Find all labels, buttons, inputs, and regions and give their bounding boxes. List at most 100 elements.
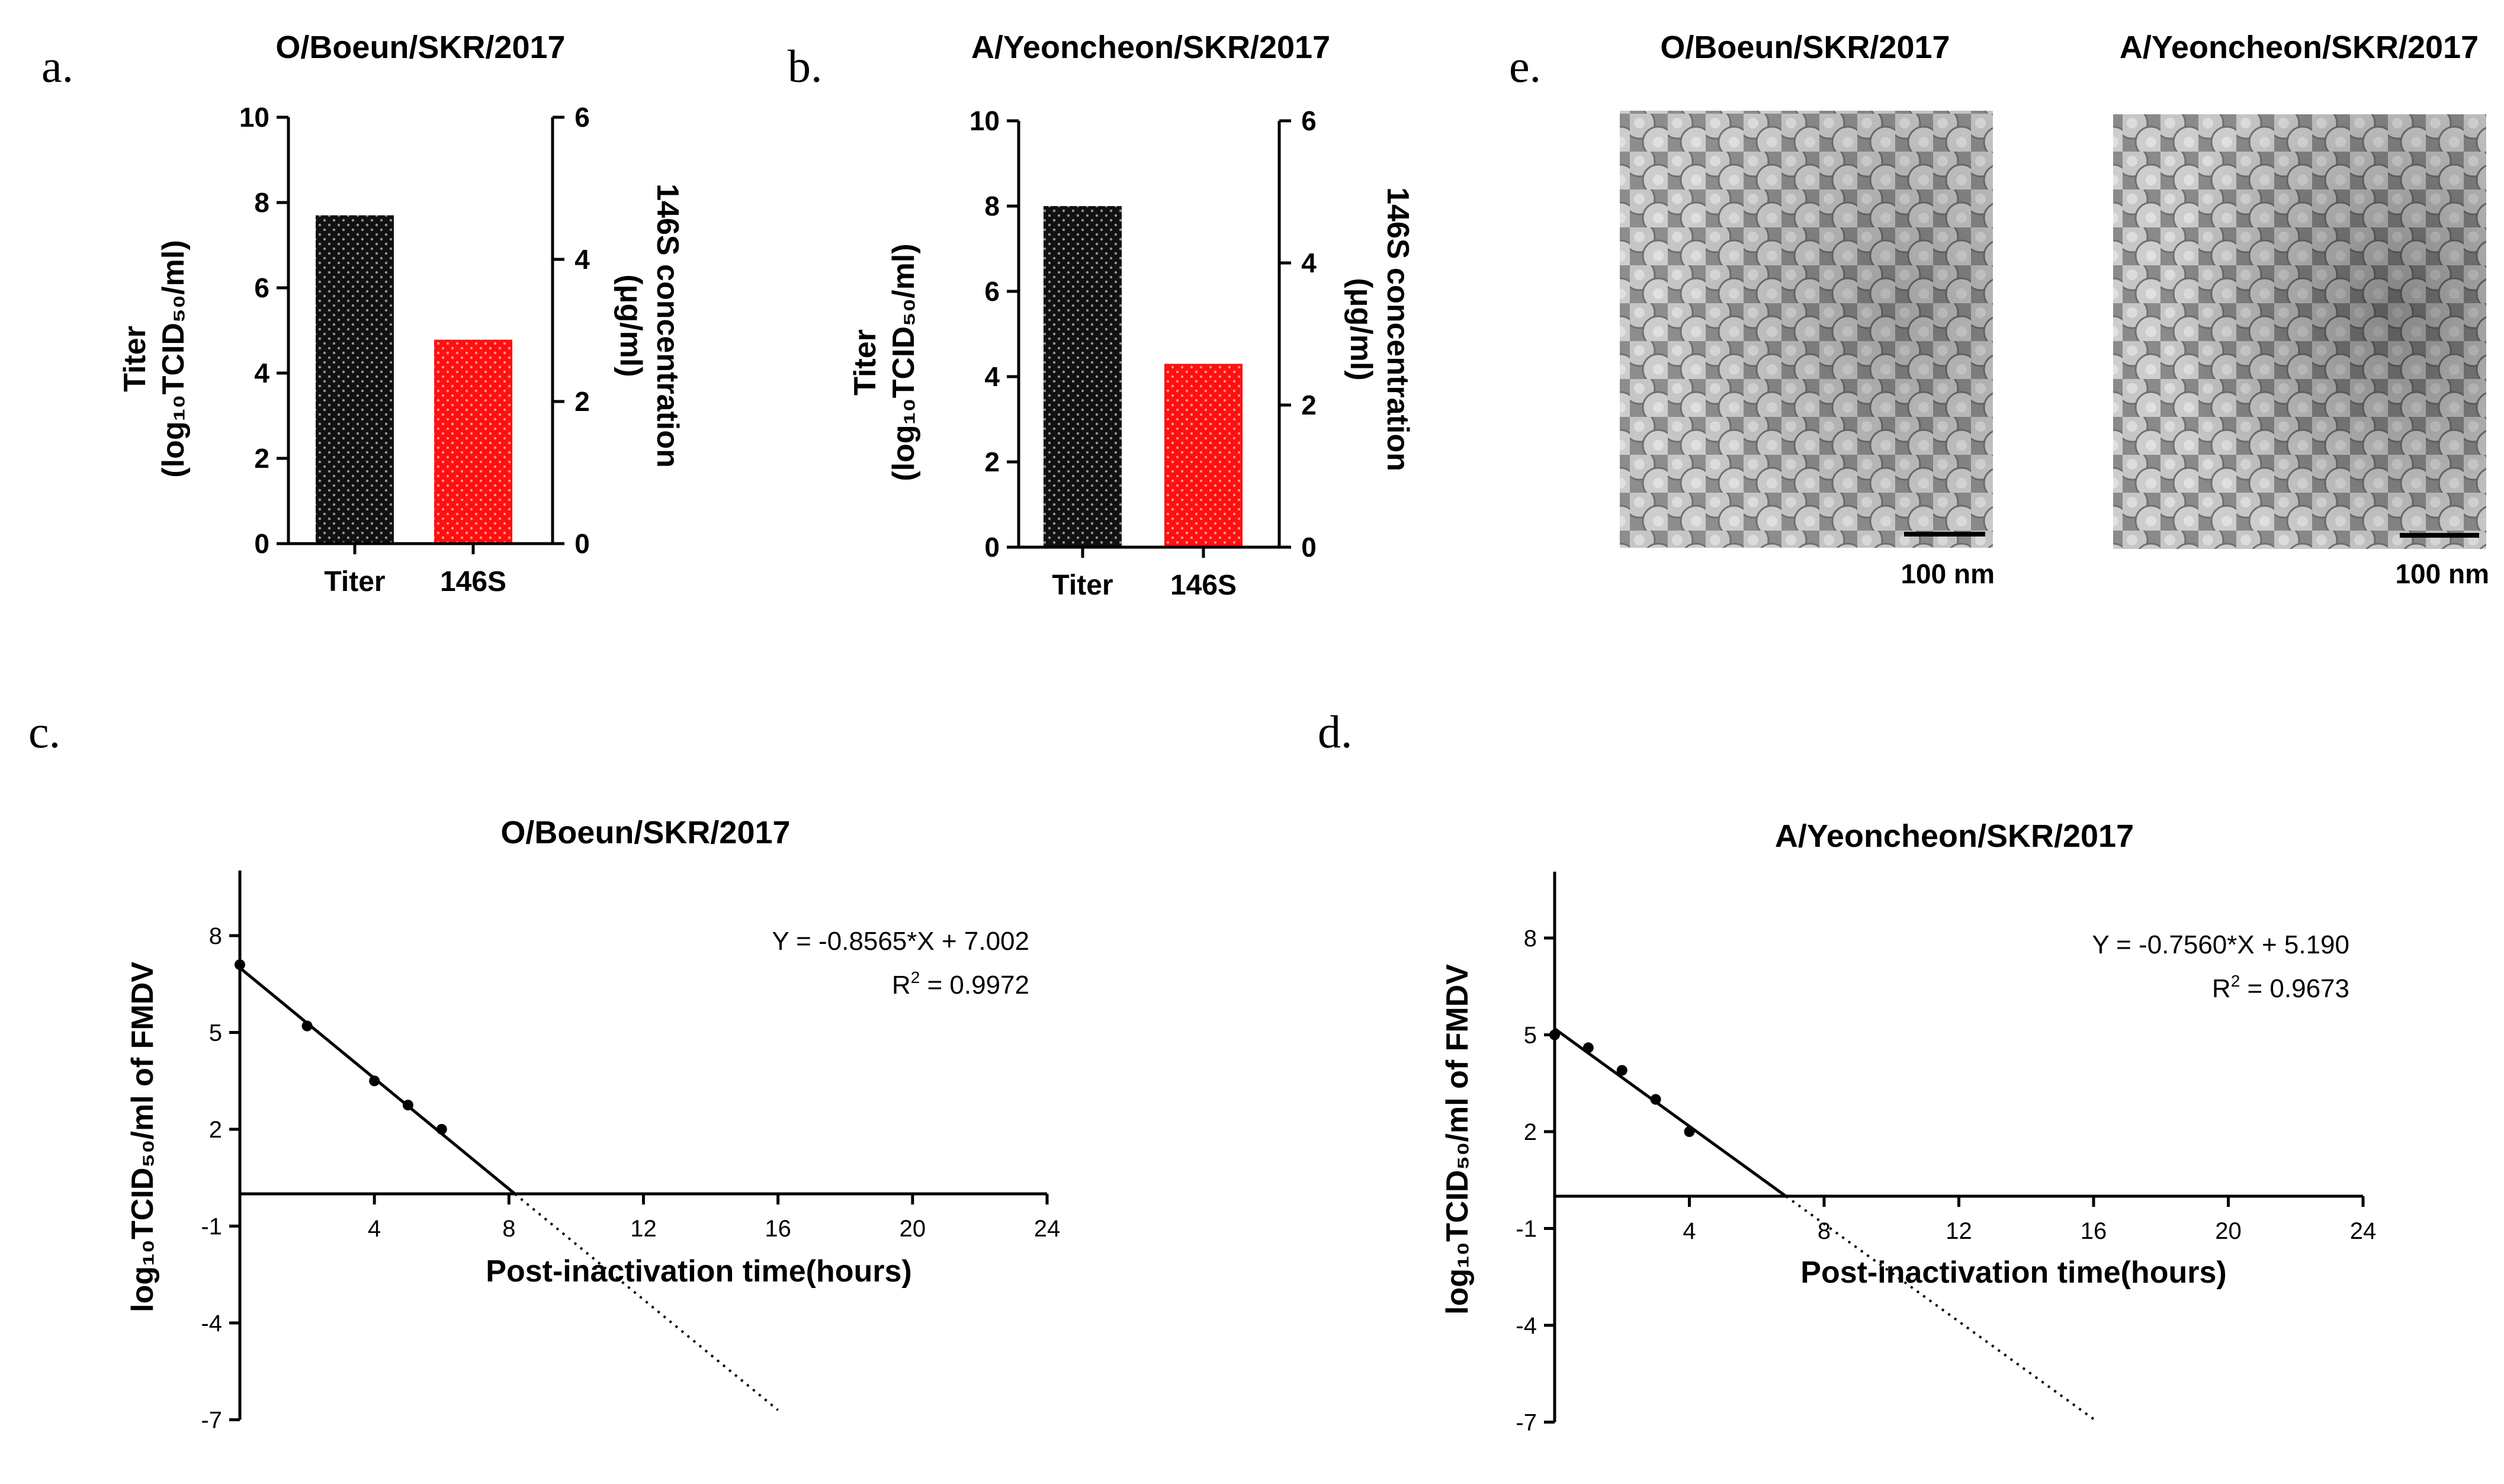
panel-label-d: d.	[1318, 706, 1353, 757]
panel-label-a: a.	[41, 40, 73, 92]
y2-axis-label-unit: (μg/ml)	[614, 274, 648, 377]
x-tick-label: 24	[2350, 1218, 2377, 1244]
y-tick-label: -1	[201, 1214, 222, 1240]
x-tick-label: Titer	[1052, 570, 1113, 601]
y-tick-label: 2	[984, 447, 1000, 477]
panel-label-e: e.	[1509, 40, 1541, 92]
y-tick-label: -4	[1516, 1313, 1537, 1339]
data-point	[235, 959, 245, 971]
y-tick-label: 8	[254, 187, 269, 218]
r2-value: = 0.9972	[920, 971, 1029, 1000]
y2-tick-label: 0	[574, 528, 590, 559]
y2-tick-label: 4	[1301, 248, 1317, 278]
r2-prefix: R	[892, 971, 911, 1000]
y2-tick-label: 2	[574, 386, 590, 417]
bar-stipple	[434, 339, 512, 544]
r2-exponent: 2	[911, 968, 920, 987]
y-axis-label-unit: (log₁₀TCID₅₀/ml)	[156, 240, 191, 477]
y2-tick-label: 0	[1301, 532, 1317, 563]
tem-image-left	[1620, 111, 1993, 548]
fit-line	[1553, 1027, 1787, 1198]
data-point	[301, 1020, 313, 1032]
data-point	[1616, 1065, 1627, 1076]
x-tick-label: 20	[900, 1216, 926, 1242]
panel-label-b: b.	[788, 40, 823, 92]
x-tick-label: 146S	[440, 566, 506, 598]
r2-value: = 0.9673	[2240, 974, 2349, 1003]
y-tick-label: 6	[254, 272, 269, 303]
x-tick-label: 20	[2215, 1218, 2242, 1244]
fit-extrapolation	[514, 1193, 779, 1411]
y2-tick-label: 4	[574, 244, 590, 275]
tem-title-right: A/Yeoncheon/SKR/2017	[2120, 30, 2479, 65]
y-tick-label: 8	[984, 191, 1000, 221]
data-point	[402, 1100, 413, 1111]
chart-title: A/Yeoncheon/SKR/2017	[971, 30, 1330, 65]
tem-title-left: O/Boeun/SKR/2017	[1660, 30, 1950, 65]
data-point	[369, 1075, 380, 1087]
data-point	[436, 1124, 447, 1135]
fit-equation: Y = -0.8565*X + 7.002	[772, 927, 1029, 956]
fit-extrapolation	[1785, 1195, 2095, 1420]
scatter-chart-c: O/Boeun/SKR/2017 Post-inactivation time(…	[126, 815, 1060, 1434]
x-tick-label: 12	[1946, 1218, 1972, 1244]
y-axis-label: log₁₀TCID₅₀/ml of FMDV	[1440, 964, 1475, 1315]
bar-chart-b: A/Yeoncheon/SKR/2017 Titer (log₁₀TCID₅₀/…	[848, 30, 1415, 601]
y2-axis-label: 146S concentration	[1381, 187, 1415, 471]
y-tick-label: -7	[201, 1408, 222, 1434]
y-tick-label: 0	[984, 532, 1000, 563]
data-point	[1684, 1126, 1695, 1137]
chart-title: O/Boeun/SKR/2017	[275, 30, 565, 65]
x-tick-label: Titer	[324, 566, 385, 598]
chart-title: O/Boeun/SKR/2017	[500, 815, 790, 850]
fit-equation: Y = -0.7560*X + 5.190	[2092, 930, 2349, 959]
x-tick-label: 146S	[1170, 570, 1237, 601]
x-tick-label: 8	[1818, 1218, 1831, 1244]
x-tick-label: 16	[765, 1216, 791, 1242]
y-axis-label: log₁₀TCID₅₀/ml of FMDV	[126, 962, 160, 1312]
scale-label-left: 100 nm	[1901, 558, 1995, 589]
y-axis-label: Titer	[848, 329, 882, 396]
y-tick-label: 2	[209, 1117, 222, 1143]
y-tick-label: 10	[970, 105, 1000, 136]
y-tick-label: 5	[209, 1020, 222, 1046]
y-tick-label: 2	[254, 443, 269, 474]
y-axis-label: Titer	[118, 326, 152, 392]
tem-micrographs: O/Boeun/SKR/2017 A/Yeoncheon/SKR/2017 10…	[1620, 30, 2489, 589]
y-tick-label: 8	[1524, 926, 1537, 952]
y-tick-label: 0	[254, 528, 269, 559]
y-tick-label: -7	[1516, 1410, 1537, 1436]
y-tick-label: 8	[209, 923, 222, 949]
tem-image-right	[2113, 114, 2486, 549]
panel-label-c: c.	[28, 706, 60, 757]
bar-stipple	[1044, 206, 1122, 547]
y-tick-label: 4	[984, 361, 1000, 392]
y-tick-label: 10	[239, 102, 269, 133]
y-tick-label: -1	[1516, 1216, 1537, 1242]
y2-axis-label: 146S concentration	[650, 184, 685, 468]
r-squared: R2 = 0.9673	[2212, 972, 2349, 1003]
r-squared: R2 = 0.9972	[892, 968, 1029, 1000]
y-tick-label: 5	[1524, 1023, 1537, 1049]
y2-axis-label-unit: (μg/ml)	[1344, 278, 1378, 380]
x-tick-label: 16	[2081, 1218, 2107, 1244]
bar-chart-a: O/Boeun/SKR/2017 Titer (log₁₀TCID₅₀/ml) …	[118, 30, 685, 598]
x-axis-label: Post-inactivation time(hours)	[1800, 1255, 2226, 1290]
r2-prefix: R	[2212, 974, 2231, 1003]
x-tick-label: 24	[1034, 1216, 1061, 1242]
y2-tick-label: 2	[1301, 390, 1317, 420]
bar-stipple	[1164, 364, 1243, 547]
y-tick-label: 6	[984, 276, 1000, 307]
scatter-chart-d: A/Yeoncheon/SKR/2017 Post-inactivation t…	[1440, 818, 2376, 1436]
bar-stipple	[316, 215, 394, 544]
x-tick-label: 8	[502, 1216, 515, 1242]
r2-exponent: 2	[2231, 972, 2240, 990]
chart-title: A/Yeoncheon/SKR/2017	[1775, 818, 2134, 854]
y-tick-label: 2	[1524, 1119, 1537, 1145]
data-point	[1650, 1094, 1661, 1105]
x-tick-label: 4	[1683, 1218, 1696, 1244]
x-tick-label: 4	[368, 1216, 381, 1242]
x-tick-label: 12	[630, 1216, 657, 1242]
y-axis-label-unit: (log₁₀TCID₅₀/ml)	[887, 243, 921, 481]
